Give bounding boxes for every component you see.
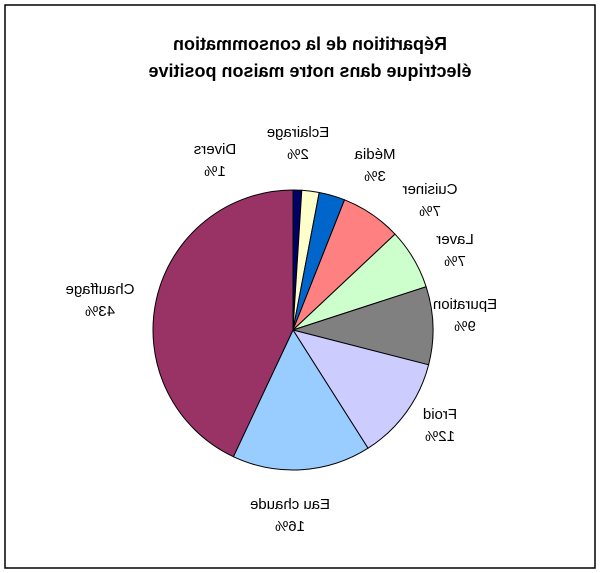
value-label: 9% [454,318,476,335]
slice-label: Epuration [433,296,497,313]
chart-title: électrique dans notre maison positive [148,61,471,81]
slice-label: Divers [194,141,237,158]
value-label: 1% [204,163,226,180]
pie-slice [232,328,369,471]
slice-label: Chauffage [66,281,135,298]
slice-label: Média [354,146,396,163]
value-label: 16% [275,518,305,535]
slice-label: Froid [423,406,457,423]
value-label: 2% [287,146,309,163]
value-label: 7% [419,203,441,220]
pie-slice [291,329,430,449]
slice-label: Cuisiner [402,181,457,198]
pie-slice [152,189,294,458]
value-label: 43% [85,303,115,320]
slice-label: Eau chaude [250,496,330,513]
value-label: 12% [425,428,455,445]
pie-slice [291,286,434,366]
slice-label: Eclairage [267,124,330,141]
value-label: 7% [444,253,466,270]
value-label: 3% [364,168,386,185]
chart-title: Répartition de la consommation [173,34,447,54]
slice-label: Laver [436,231,474,248]
